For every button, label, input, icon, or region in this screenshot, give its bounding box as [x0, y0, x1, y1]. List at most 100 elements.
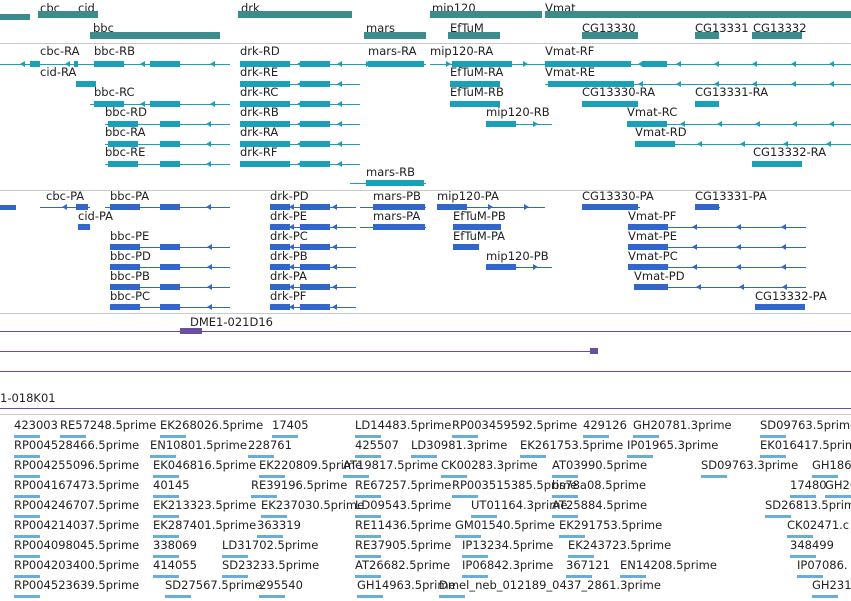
exon-block[interactable]: [150, 101, 180, 107]
exon-block[interactable]: [300, 141, 330, 147]
exon-block[interactable]: [110, 304, 140, 310]
exon-block[interactable]: [366, 180, 424, 186]
est-block[interactable]: [14, 555, 40, 558]
exon-block[interactable]: [110, 284, 140, 290]
exon-block[interactable]: [300, 161, 330, 167]
exon-block[interactable]: [94, 61, 124, 67]
est-block[interactable]: [357, 595, 383, 598]
clone-block[interactable]: [180, 328, 202, 334]
est-block[interactable]: [701, 475, 727, 478]
est-block[interactable]: [552, 495, 578, 498]
exon-block[interactable]: [160, 304, 180, 310]
exon-block[interactable]: [695, 101, 719, 107]
est-block[interactable]: [14, 495, 40, 498]
est-block[interactable]: [552, 475, 578, 478]
exon-block[interactable]: [300, 81, 330, 87]
exon-block[interactable]: [628, 244, 668, 250]
exon-block[interactable]: [240, 121, 290, 127]
est-block[interactable]: [627, 455, 653, 458]
exon-block[interactable]: [450, 81, 500, 87]
est-block[interactable]: [797, 575, 823, 578]
exon-block[interactable]: [270, 304, 290, 310]
exon-block[interactable]: [300, 224, 330, 230]
exon-block[interactable]: [30, 61, 40, 67]
gene-block[interactable]: [0, 14, 30, 20]
est-block[interactable]: [455, 535, 481, 538]
est-block[interactable]: [14, 515, 40, 518]
est-block[interactable]: [790, 555, 816, 558]
exon-block[interactable]: [270, 264, 290, 270]
gene-block[interactable]: [90, 32, 220, 39]
est-block[interactable]: [583, 435, 609, 438]
gene-block[interactable]: [448, 32, 500, 39]
est-block[interactable]: [760, 435, 786, 438]
est-block[interactable]: [153, 495, 179, 498]
est-block[interactable]: [153, 515, 179, 518]
exon-block[interactable]: [160, 161, 180, 167]
gene-block[interactable]: [76, 11, 98, 18]
exon-block[interactable]: [110, 204, 140, 210]
exon-block[interactable]: [300, 121, 330, 127]
exon-block[interactable]: [300, 304, 330, 310]
est-block[interactable]: [248, 455, 274, 458]
gene-block[interactable]: [582, 32, 638, 39]
exon-block[interactable]: [160, 121, 180, 127]
exon-block[interactable]: [110, 244, 140, 250]
exon-block[interactable]: [78, 224, 90, 230]
exon-block[interactable]: [486, 264, 516, 270]
est-block[interactable]: [355, 555, 381, 558]
est-block[interactable]: [559, 535, 585, 538]
exon-block[interactable]: [240, 141, 290, 147]
est-block[interactable]: [153, 575, 179, 578]
exon-block[interactable]: [160, 284, 180, 290]
exon-block[interactable]: [368, 61, 424, 67]
est-block[interactable]: [355, 515, 381, 518]
exon-block[interactable]: [453, 224, 501, 230]
est-block[interactable]: [411, 455, 437, 458]
exon-block[interactable]: [74, 61, 78, 67]
exon-block[interactable]: [108, 141, 138, 147]
exon-block[interactable]: [628, 264, 668, 270]
est-block[interactable]: [452, 495, 478, 498]
exon-block[interactable]: [160, 204, 180, 210]
est-block[interactable]: [355, 455, 381, 458]
exon-block[interactable]: [160, 141, 180, 147]
est-block[interactable]: [462, 555, 488, 558]
exon-block[interactable]: [300, 204, 330, 210]
est-block[interactable]: [150, 455, 176, 458]
est-block[interactable]: [471, 515, 497, 518]
exon-block[interactable]: [755, 304, 805, 310]
est-block[interactable]: [14, 455, 40, 458]
gene-block[interactable]: [364, 32, 426, 39]
exon-block[interactable]: [373, 204, 425, 210]
est-block[interactable]: [272, 435, 298, 438]
est-block[interactable]: [60, 435, 86, 438]
exon-block[interactable]: [545, 61, 631, 67]
clone-block[interactable]: [590, 348, 598, 354]
est-block[interactable]: [343, 475, 369, 478]
exon-block[interactable]: [240, 81, 290, 87]
gene-block[interactable]: [752, 32, 802, 39]
est-block[interactable]: [355, 495, 381, 498]
est-block[interactable]: [439, 595, 465, 598]
est-block[interactable]: [259, 595, 285, 598]
exon-block[interactable]: [635, 141, 675, 147]
exon-block[interactable]: [76, 81, 96, 87]
est-block[interactable]: [566, 575, 592, 578]
est-block[interactable]: [153, 555, 179, 558]
est-block[interactable]: [160, 435, 186, 438]
exon-block[interactable]: [270, 204, 290, 210]
exon-block[interactable]: [452, 61, 512, 67]
est-block[interactable]: [790, 495, 816, 498]
exon-block[interactable]: [160, 264, 180, 270]
exon-block[interactable]: [582, 204, 638, 210]
exon-block[interactable]: [270, 284, 290, 290]
est-block[interactable]: [14, 575, 40, 578]
est-block[interactable]: [760, 455, 786, 458]
exon-block[interactable]: [240, 101, 290, 107]
exon-block[interactable]: [76, 204, 88, 210]
est-block[interactable]: [14, 595, 40, 598]
exon-block[interactable]: [548, 81, 634, 87]
est-block[interactable]: [355, 435, 381, 438]
gene-block[interactable]: [545, 11, 851, 18]
